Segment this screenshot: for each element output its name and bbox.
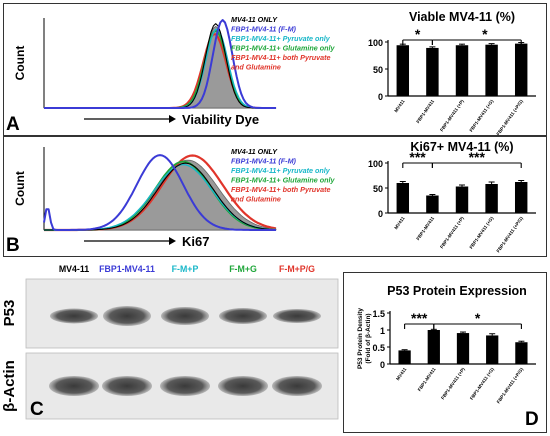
x-tick-label: FBP1-MV411 (+P) [439, 98, 465, 132]
p53-band [103, 306, 151, 326]
x-tick-label: FBP1-MV411 [417, 366, 437, 392]
bar [396, 183, 410, 213]
legend-entry-3: FBP1-MV4-11+ Pyruvate only [231, 34, 331, 43]
bar [515, 342, 528, 364]
y-axis-label: P53 Protein Density [357, 308, 364, 369]
y-tick-label: 0 [378, 92, 383, 102]
bar [514, 182, 528, 213]
y-tick-label: 100 [368, 38, 383, 48]
y-tick-label: 1 [380, 326, 385, 336]
y-tick-label: 50 [373, 184, 383, 194]
bar [426, 195, 439, 213]
legend-entry-5: and Glutamine [231, 63, 281, 72]
hist-y-label: Count [13, 171, 27, 206]
p53-bar-chart: P53 Protein Expression 0 0.5 1 1.5 P53 Protei… [357, 284, 539, 430]
panel-d [343, 272, 547, 433]
western-blot-panel: MV4-11 FBP1-MV4-11 F-M+P F-M+G F-M+P/G P53 β-A… [1, 264, 339, 420]
lane-label-1: MV4-11 [59, 264, 89, 274]
hist-x-arrowhead [169, 237, 176, 245]
x-tick-label: FBP1-MV411 (+G) [468, 98, 494, 133]
hist-x-arrowhead [169, 115, 176, 123]
legend-entry-5: FBP1-MV4-11+ both Pyruvate [231, 53, 331, 62]
x-tick-label: FBP1-MV411 (+P) [439, 215, 465, 249]
p53-band [161, 307, 209, 325]
lane-label-3: F-M+P [172, 264, 199, 274]
significance-label: * [482, 26, 488, 42]
hist-y-label: Count [13, 46, 27, 81]
x-tick-label: FBP1-MV411 [415, 215, 435, 241]
panel-letter: B [6, 235, 20, 256]
bar [486, 335, 499, 364]
p53-band [273, 309, 321, 323]
legend-entry-1: MV4-11 ONLY [231, 15, 278, 24]
bar [426, 47, 439, 96]
bar [398, 350, 411, 364]
lane-label-4: F-M+G [229, 264, 257, 274]
p53-row-label: P53 [1, 300, 18, 327]
y-tick-label: 0.5 [372, 343, 385, 353]
panel-letter: A [6, 114, 20, 135]
bar [485, 44, 498, 96]
legend-entry-5: FBP1-MV4-11+ both Pyruvate [231, 185, 331, 194]
hist-x-label: Viability Dye [182, 112, 259, 127]
significance-label: * [415, 26, 421, 42]
chart-title: Ki67+ MV4-11 (%) [410, 140, 513, 154]
hist-blue-curve [44, 19, 276, 109]
legend-entry-4: FBP1-MV4-11+ Glutamine only [231, 44, 336, 53]
x-tick-label: FBP1-MV411 (+P/G) [496, 215, 525, 253]
x-tick-label: MV411 [393, 215, 406, 230]
y-tick-label: 100 [368, 159, 383, 169]
panel-letter: C [30, 399, 44, 420]
hist-blue-curve [43, 154, 276, 231]
x-tick-label: FBP1-MV411 (+P) [440, 366, 466, 400]
bar [485, 184, 498, 213]
actin-band [218, 376, 268, 396]
legend-entry-1: MV4-11 ONLY [231, 147, 278, 156]
chart-title: Viable MV4-11 (%) [409, 10, 515, 24]
x-tick-label: MV411 [395, 366, 408, 381]
panel-letter: D [525, 409, 539, 430]
x-tick-label: FBP1-MV411 [415, 98, 435, 124]
bar [427, 330, 440, 364]
legend-entry-2: FBP1-MV4-11 (F-M) [231, 25, 297, 34]
bar [456, 333, 470, 364]
legend-entry-2: FBP1-MV4-11 (F-M) [231, 157, 297, 166]
actin-band [160, 376, 210, 396]
legend-entry-3: FBP1-MV4-11+ Pyruvate only [231, 166, 331, 175]
significance-label: * [475, 310, 481, 326]
significance-label: *** [409, 149, 426, 165]
bar [455, 186, 469, 213]
x-tick-label: FBP1-MV411 (+G) [469, 366, 495, 401]
y-axis-label: (Fold of β-Actin) [365, 313, 372, 363]
y-tick-label: 0 [380, 360, 385, 370]
bar [396, 45, 410, 96]
actin-row-label: β-Actin [1, 360, 18, 412]
y-tick-label: 50 [373, 65, 383, 75]
y-tick-label: 1.5 [372, 309, 385, 319]
legend-entry-4: FBP1-MV4-11+ Glutamine only [231, 176, 336, 185]
significance-label: *** [411, 310, 428, 326]
x-tick-label: FBP1-MV411 (+P/G) [496, 98, 525, 135]
bar [514, 43, 528, 96]
significance-label: *** [469, 149, 486, 165]
actin-band [272, 376, 322, 396]
y-tick-label: 0 [378, 209, 383, 219]
x-tick-label: FBP1-MV411 (+P/G) [496, 366, 525, 404]
p53-band [219, 308, 267, 324]
bar [455, 45, 469, 96]
hist-x-label: Ki67 [182, 234, 209, 249]
actin-band [49, 376, 99, 396]
lane-label-2: FBP1-MV4-11 [99, 264, 155, 274]
p53-band [50, 308, 98, 324]
chart-title: P53 Protein Expression [387, 284, 527, 298]
x-tick-label: MV411 [393, 98, 406, 113]
x-tick-label: FBP1-MV411 (+G) [468, 215, 494, 250]
lane-label-5: F-M+P/G [279, 264, 315, 274]
legend-entry-5: and Glutamine [231, 195, 281, 204]
actin-band [102, 376, 152, 396]
